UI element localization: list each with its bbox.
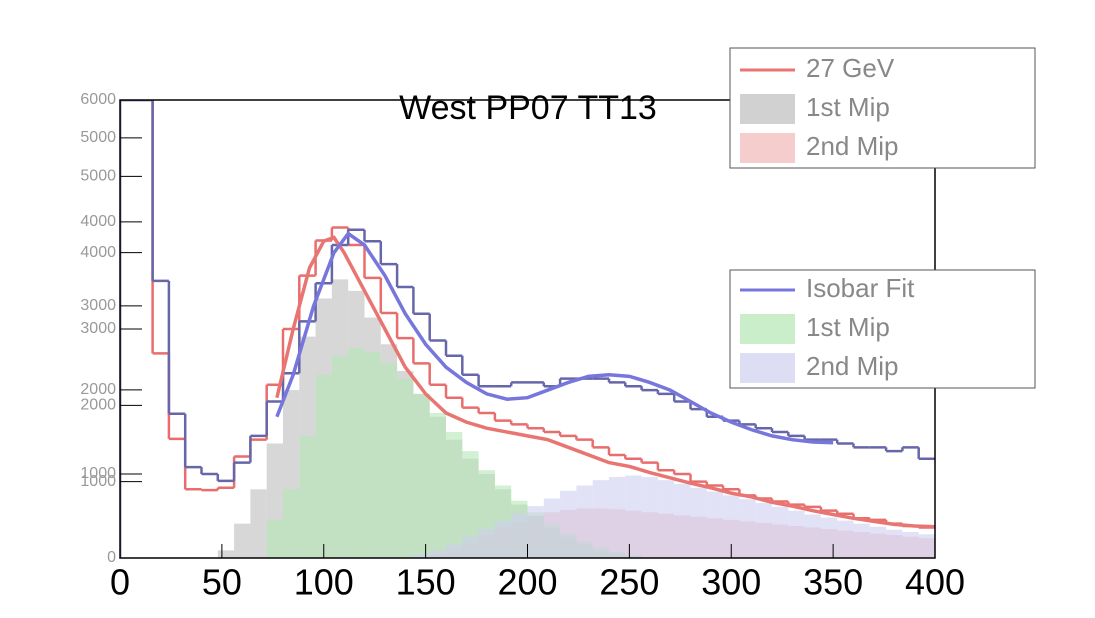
legend-label: 27 GeV bbox=[806, 53, 895, 83]
histogram-bar bbox=[886, 529, 903, 558]
histogram-bar bbox=[446, 432, 463, 558]
legend-swatch bbox=[740, 94, 795, 124]
legend-swatch bbox=[740, 353, 795, 383]
histogram-bar bbox=[609, 477, 626, 558]
histogram-bar bbox=[625, 475, 642, 558]
histogram-bar bbox=[413, 393, 430, 558]
histogram-bar bbox=[739, 499, 756, 558]
y-tick-label: 3000 bbox=[80, 320, 116, 337]
y-tick-label: 4000 bbox=[80, 244, 116, 261]
fit-curve bbox=[275, 231, 834, 445]
y-tick-label: 2000 bbox=[80, 397, 116, 414]
histogram-bar bbox=[331, 355, 349, 558]
y2-tick-label: 5000 bbox=[80, 129, 116, 146]
histogram-bar bbox=[902, 532, 919, 558]
histogram-bar bbox=[429, 412, 446, 558]
y-tick-label: 1000 bbox=[80, 473, 116, 490]
x-tick-label: 350 bbox=[803, 562, 863, 603]
histogram-bar bbox=[788, 510, 805, 558]
legend-swatch bbox=[740, 133, 795, 163]
x-tick-label: 50 bbox=[202, 562, 242, 603]
histogram-bar bbox=[250, 489, 267, 558]
x-tick-label: 400 bbox=[905, 562, 965, 603]
y2-tick-label: 2000 bbox=[80, 381, 116, 398]
x-tick-label: 250 bbox=[599, 562, 659, 603]
y2-tick-label: 4000 bbox=[80, 213, 116, 230]
plot-area bbox=[120, 100, 935, 558]
histogram-bar bbox=[853, 523, 870, 558]
legend-label: Isobar Fit bbox=[806, 273, 915, 303]
histogram-bar bbox=[446, 544, 463, 558]
y2-tick-label: 1000 bbox=[80, 465, 116, 482]
histogram-bar bbox=[217, 550, 235, 558]
histogram-bar bbox=[657, 480, 675, 558]
histogram-bar bbox=[560, 490, 577, 558]
histogram-bar bbox=[462, 451, 479, 558]
y2-tick-label: 3000 bbox=[80, 297, 116, 314]
histogram-bar bbox=[413, 554, 430, 558]
histogram-bar bbox=[478, 528, 495, 558]
fit-curve bbox=[275, 235, 935, 529]
histogram-bar bbox=[706, 491, 724, 558]
histogram-bar bbox=[511, 513, 528, 558]
histogram-bar bbox=[364, 351, 381, 558]
histogram-bar bbox=[690, 487, 707, 558]
histogram-bar bbox=[315, 374, 332, 558]
chart-title: West PP07 TT13 bbox=[399, 89, 657, 127]
legend-swatch bbox=[740, 314, 795, 344]
histogram-bar bbox=[397, 378, 414, 558]
y-tick-label: 6000 bbox=[80, 91, 116, 108]
legend-label: 1st Mip bbox=[806, 92, 890, 122]
histogram-bar bbox=[820, 517, 838, 558]
histogram-bar bbox=[772, 506, 789, 558]
y-tick-label: 5000 bbox=[80, 168, 116, 185]
x-tick-label: 200 bbox=[497, 562, 557, 603]
histogram-bar bbox=[527, 506, 544, 558]
histogram-bar bbox=[755, 503, 772, 558]
histogram-bar bbox=[918, 534, 935, 558]
histogram-bar bbox=[494, 521, 512, 558]
histogram-bar bbox=[804, 514, 821, 558]
histogram-bar bbox=[674, 483, 691, 558]
histogram-bar bbox=[837, 520, 854, 558]
histogram-bar bbox=[543, 498, 561, 558]
histogram-bar bbox=[641, 477, 658, 558]
histogram-bar bbox=[462, 536, 479, 558]
x-tick-label: 150 bbox=[396, 562, 456, 603]
histogram-bar bbox=[234, 523, 251, 558]
histogram-bar bbox=[266, 519, 283, 558]
histogram-bar bbox=[576, 485, 593, 558]
x-tick-label: 0 bbox=[110, 562, 130, 603]
histogram-bar bbox=[429, 550, 446, 558]
legend-label: 2nd Mip bbox=[806, 351, 899, 381]
x-tick-label: 100 bbox=[294, 562, 354, 603]
legend-label: 1st Mip bbox=[806, 312, 890, 342]
x-tick-label: 300 bbox=[701, 562, 761, 603]
histogram-bar bbox=[592, 480, 609, 558]
histogram-bar bbox=[283, 489, 300, 558]
histogram-bar bbox=[723, 495, 740, 558]
histogram-bar bbox=[348, 348, 365, 558]
histogram-bar bbox=[299, 435, 316, 558]
histogram-bar bbox=[869, 526, 887, 558]
y-tick-label: 0 bbox=[107, 549, 116, 566]
histogram-bar bbox=[380, 363, 398, 558]
legend-label: 2nd Mip bbox=[806, 131, 899, 161]
